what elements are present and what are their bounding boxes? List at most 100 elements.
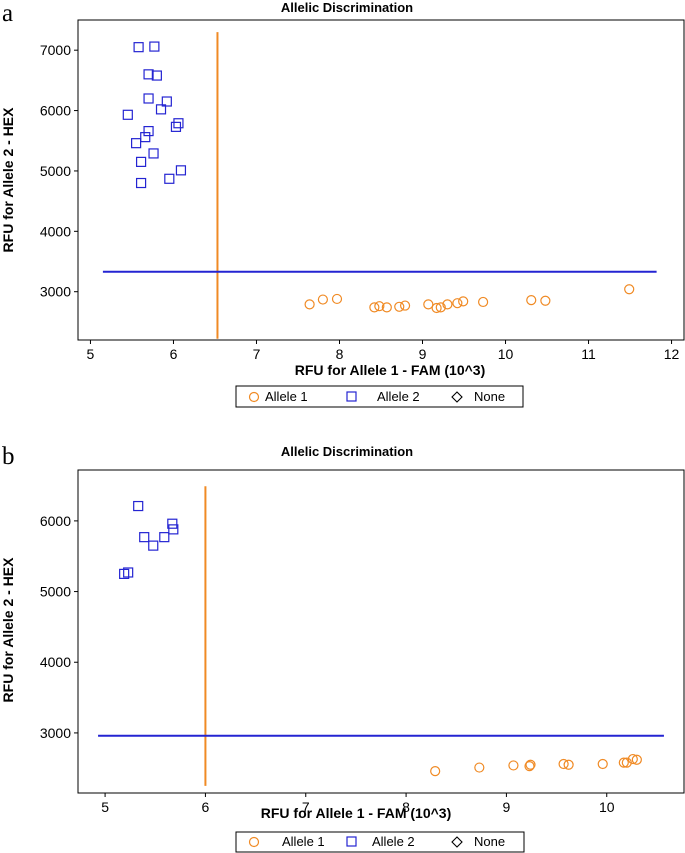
panel-b-letter: b	[2, 443, 15, 470]
allele2-point	[175, 165, 187, 176]
panel-b-legend-allele1-label: Allele 1	[282, 834, 325, 849]
allele2-point	[139, 532, 150, 543]
allele1-point	[563, 759, 574, 770]
y-tick-label: 6000	[40, 513, 71, 529]
panel-b-y-axis: 3000 4000 5000 6000	[40, 513, 78, 741]
allele2-point	[168, 524, 179, 535]
panel-b-legend-box	[235, 831, 525, 853]
allele2-point	[135, 156, 147, 167]
y-tick-label: 5000	[40, 584, 71, 600]
allele2-point	[155, 104, 167, 115]
allele1-point	[435, 302, 446, 313]
allele1-point	[423, 299, 434, 310]
allele2-point	[133, 500, 144, 512]
allele1-point	[540, 295, 551, 306]
allele2-point	[148, 148, 159, 159]
allele1-point	[399, 300, 411, 311]
allele1-point	[430, 765, 441, 777]
x-tick-label: 8	[402, 799, 410, 815]
panel-a-title: Allelic Discrimination	[281, 0, 413, 15]
allele2-point	[173, 118, 184, 129]
panel-b-x-label: RFU for Allele 1 - FAM (10^3)	[261, 805, 451, 821]
allele2-point	[148, 540, 159, 551]
y-tick-label: 4000	[40, 223, 71, 239]
x-tick-label: 5	[87, 346, 95, 362]
allele1-point	[474, 762, 485, 773]
panel-a: a Allelic Discrimination 3000 4000 5000 600…	[0, 0, 685, 408]
allele1-point	[458, 296, 469, 307]
panel-a-y-label: RFU for Allele 2 - HEX	[0, 107, 16, 253]
x-tick-label: 9	[503, 799, 511, 815]
panel-a-thresholds	[102, 32, 657, 339]
allele2-point	[159, 532, 170, 543]
panel-b-points	[119, 500, 642, 777]
x-tick-label: 8	[336, 346, 344, 362]
y-tick-label: 3000	[40, 284, 71, 300]
panel-b-legend-allele2-marker	[346, 836, 357, 847]
allele1-point	[381, 302, 392, 313]
allele1-point	[508, 760, 519, 771]
panel-b-legend-none-marker	[451, 836, 463, 848]
panel-a-letter: a	[2, 0, 13, 27]
panel-b: b Allelic Discrimination 3000 4000 5000 600…	[0, 443, 685, 853]
x-tick-label: 10	[498, 346, 514, 362]
allele1-point	[442, 299, 453, 310]
allele2-point	[170, 121, 182, 132]
allele1-point	[331, 293, 343, 305]
allele1-point	[631, 754, 642, 765]
panel-b-legend-allele1-marker	[248, 836, 260, 848]
y-tick-label: 4000	[40, 654, 71, 670]
allele1-point	[621, 757, 632, 768]
allele1-point	[394, 301, 405, 312]
allele2-point	[149, 41, 160, 52]
allele1-point	[558, 758, 569, 770]
allele1-point	[369, 302, 380, 313]
allele1-point	[304, 299, 315, 310]
panel-a-legend-allele1-marker	[248, 391, 260, 403]
x-tick-label: 11	[581, 346, 596, 362]
x-tick-label: 6	[170, 346, 178, 362]
x-tick-label: 9	[419, 346, 427, 362]
allele2-point	[119, 568, 130, 579]
allele1-point	[317, 294, 328, 305]
x-tick-label: 5	[101, 799, 109, 815]
y-tick-label: 5000	[40, 163, 71, 179]
allele1-point	[526, 295, 537, 306]
allele1-point	[624, 284, 635, 295]
allele2-point	[133, 42, 144, 53]
allele1-point	[597, 758, 608, 770]
panel-b-thresholds	[98, 486, 664, 786]
allele2-point	[143, 125, 154, 137]
allele2-point	[131, 138, 142, 149]
panel-a-legend: Allele 1 Allele 2 None	[235, 385, 524, 408]
allele1-point	[452, 298, 463, 309]
panel-a-plot-frame	[77, 19, 685, 341]
allele2-point	[122, 109, 133, 120]
x-tick-label: 10	[599, 799, 615, 815]
allele1-point	[524, 761, 535, 772]
allele2-point	[164, 173, 175, 184]
panel-b-plot-frame	[77, 469, 685, 794]
x-tick-label: 7	[253, 346, 261, 362]
panel-a-legend-allele1-label: Allele 1	[265, 389, 308, 404]
panel-b-title: Allelic Discrimination	[281, 444, 413, 459]
allele1-point	[478, 296, 489, 308]
allele1-point	[431, 302, 442, 314]
allele1-point	[525, 759, 536, 770]
x-tick-label: 6	[202, 799, 210, 815]
allele2-point	[151, 70, 162, 81]
panel-a-legend-allele2-marker	[346, 391, 357, 402]
allele1-point	[618, 757, 629, 768]
panel-b-legend: Allele 1 Allele 2 None	[235, 831, 525, 853]
panel-a-legend-none-label: None	[474, 389, 505, 404]
panel-b-legend-none-label: None	[474, 834, 505, 849]
allele1-point	[374, 301, 385, 312]
panel-a-legend-box	[235, 385, 524, 408]
y-tick-label: 6000	[40, 103, 71, 119]
x-tick-label: 7	[302, 799, 310, 815]
panel-b-x-axis: 5 6 7 8 9 10	[101, 793, 615, 815]
allele2-point	[140, 132, 151, 143]
panel-a-legend-allele2-label: Allele 2	[377, 389, 420, 404]
panel-b-legend-allele2-label: Allele 2	[372, 834, 415, 849]
